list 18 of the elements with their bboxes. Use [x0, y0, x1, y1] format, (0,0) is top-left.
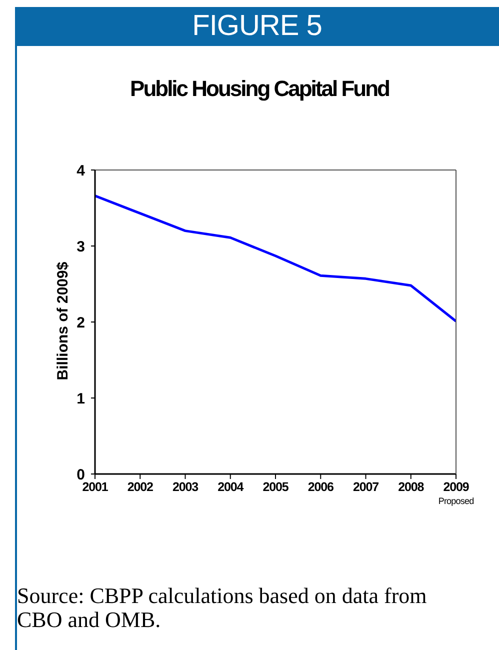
x-tick-label: 2004: [218, 480, 244, 494]
line-series: [95, 194, 456, 322]
y-tick-label: 3: [76, 238, 85, 256]
x-tick-label: 2005: [262, 480, 289, 494]
y-tick-label: 4: [76, 162, 86, 180]
y-tick-label: 2: [76, 314, 85, 332]
x-tick-label: 2003: [172, 480, 199, 494]
x-tick-label: 2002: [127, 480, 154, 494]
y-tick-label: 1: [76, 390, 85, 408]
y-tick-label: 0: [76, 466, 85, 484]
chart-title: Public Housing Capital Fund: [129, 76, 390, 102]
x-tick-label: 2008: [398, 480, 424, 494]
x-tick-label: 2009 Proposed: [438, 480, 474, 506]
x-tick-label: 2007: [353, 480, 380, 494]
y-axis-title: Billions of 2009$: [54, 262, 72, 380]
x-tick-label: 2001: [82, 480, 108, 494]
source-note: Source: CBPP calculations based on data from CBO and OMB.: [17, 583, 428, 632]
x-tick-label: 2006: [308, 480, 334, 494]
